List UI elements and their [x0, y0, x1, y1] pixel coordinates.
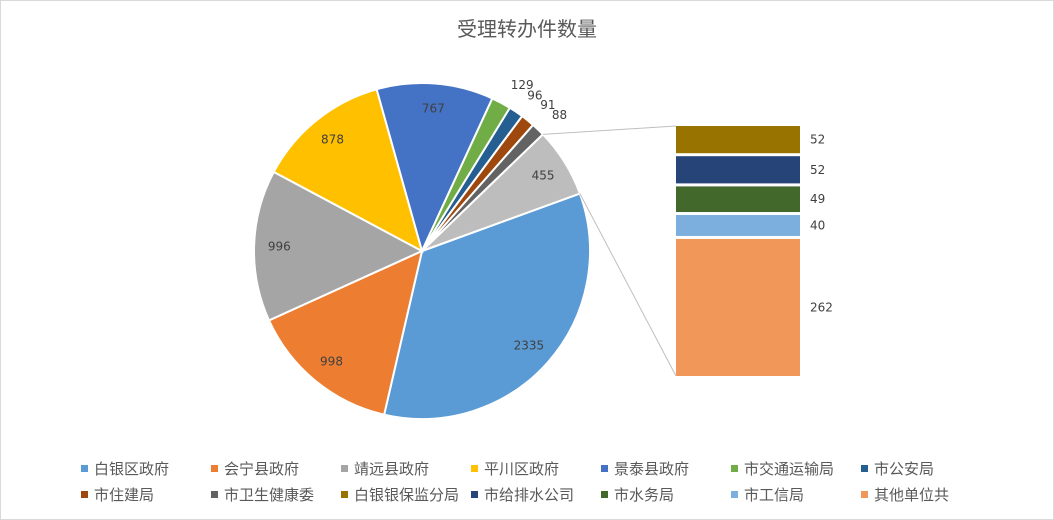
pie-slice-4	[272, 88, 424, 253]
legend-swatch	[81, 464, 88, 472]
legend-item: 市工信局	[731, 485, 861, 504]
bar-segment-1	[676, 126, 800, 154]
legend-item: 市水务局	[601, 485, 731, 504]
legend-label: 市住建局	[94, 485, 155, 504]
legend-swatch	[341, 490, 348, 498]
legend-label: 平川区政府	[484, 459, 560, 478]
legend-label: 景泰县政府	[614, 459, 690, 478]
legend-label: 白银银保监分局	[354, 485, 460, 504]
chart-legend: 白银区政府 会宁县政府 靖远县政府 平川区政府 景泰县政府 市交通运输局 市公安局市住建局 市…	[81, 459, 1021, 504]
bar-segment-5	[676, 238, 800, 376]
legend-swatch	[341, 464, 348, 472]
legend-label: 市公安局	[874, 459, 935, 478]
connector-line-top	[542, 125, 677, 135]
pie-label-4: 878	[321, 133, 344, 147]
legend-item: 平川区政府	[471, 459, 601, 478]
legend-item: 其他单位共	[861, 485, 991, 504]
legend-label: 靖远县政府	[354, 459, 430, 478]
legend-item: 市卫生健康委	[211, 485, 341, 504]
legend-swatch	[731, 490, 738, 498]
legend-item: 景泰县政府	[601, 459, 731, 478]
legend-label: 市给排水公司	[484, 485, 575, 504]
pie-label-1: 2335	[514, 339, 545, 353]
pie-label-2: 998	[320, 355, 343, 369]
bar-label-3: 49	[810, 192, 825, 206]
legend-label: 市水务局	[614, 485, 675, 504]
legend-swatch	[211, 464, 218, 472]
pie-label-3: 996	[268, 239, 291, 253]
connector-line-bottom	[579, 193, 677, 377]
legend-item: 市公安局	[861, 459, 991, 478]
legend-swatch	[471, 490, 478, 498]
legend-label: 会宁县政府	[224, 459, 300, 478]
pie-label-9: 88	[552, 108, 567, 122]
pie-slice-3	[252, 170, 425, 322]
bar-label-4: 40	[810, 219, 825, 233]
legend-item: 靖远县政府	[341, 459, 471, 478]
legend-item: 市住建局	[81, 485, 211, 504]
legend-label: 其他单位共	[874, 485, 950, 504]
bar-segment-4	[676, 215, 800, 236]
legend-swatch	[861, 464, 868, 472]
chart-title: 受理转办件数量	[457, 17, 597, 41]
legend-item: 市给排水公司	[471, 485, 601, 504]
legend-item: 会宁县政府	[211, 459, 341, 478]
bar-label-2: 52	[810, 163, 825, 177]
secondary-bar-labels: 52 52 49 40 262	[810, 133, 833, 315]
bar-segment-3	[676, 186, 800, 213]
legend-swatch	[861, 490, 868, 498]
legend-swatch	[601, 464, 608, 472]
legend-swatch	[211, 490, 218, 498]
pie-slice-5	[375, 82, 494, 254]
legend-swatch	[81, 490, 88, 498]
pie-label-6: 129	[511, 78, 534, 92]
legend-item: 白银区政府	[81, 459, 211, 478]
legend-swatch	[601, 490, 608, 498]
bar-segment-2	[676, 156, 800, 184]
secondary-bar	[676, 126, 800, 376]
legend-label: 市交通运输局	[744, 459, 835, 478]
legend-label: 市工信局	[744, 485, 805, 504]
pie-slice-2	[267, 249, 424, 416]
pie-label-5: 767	[422, 102, 445, 116]
legend-label: 市卫生健康委	[224, 485, 315, 504]
legend-item: 市交通运输局	[731, 459, 861, 478]
legend-swatch	[471, 464, 478, 472]
legend-label: 白银区政府	[94, 459, 170, 478]
bar-label-1: 52	[810, 133, 825, 147]
pie-label-8: 91	[540, 98, 555, 112]
pie-slices	[252, 82, 591, 420]
legend-item: 白银银保监分局	[341, 485, 471, 504]
bar-label-5: 262	[810, 301, 833, 315]
pie-slice-1	[382, 192, 591, 420]
pie-label-10: 455	[532, 168, 555, 182]
pie-label-7: 96	[527, 88, 542, 102]
legend-swatch	[731, 464, 738, 472]
